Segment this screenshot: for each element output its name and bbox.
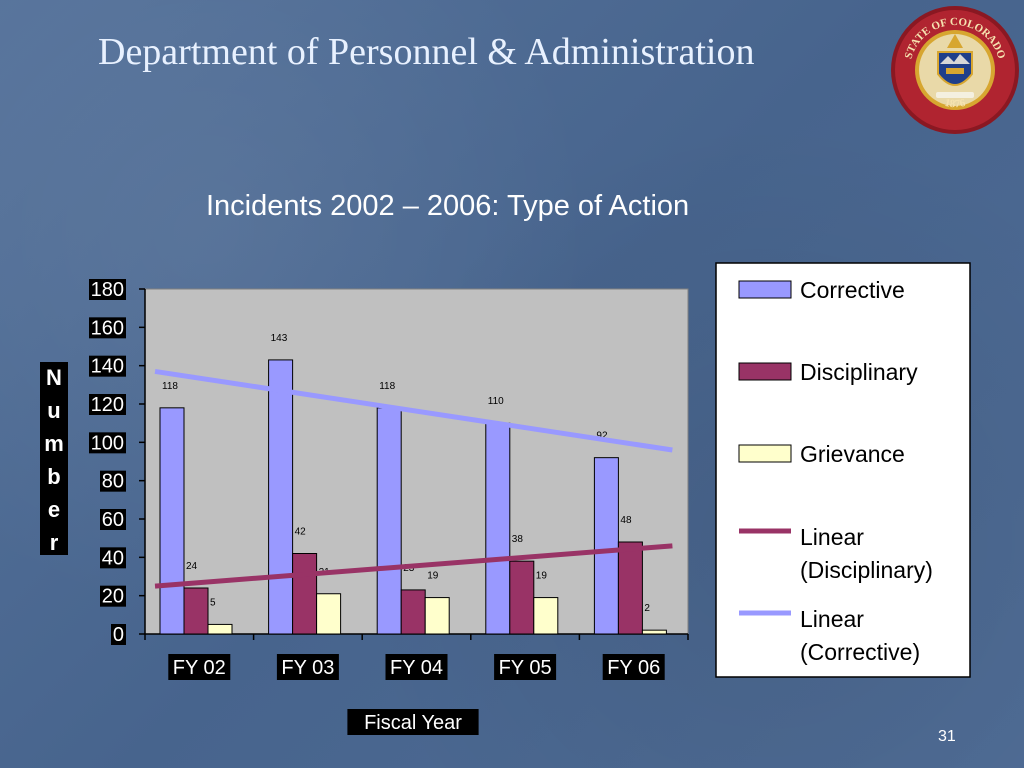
x-tick-label: FY 04 (390, 657, 443, 679)
legend-label: Grievance (800, 441, 905, 467)
x-tick-label: FY 03 (281, 657, 334, 679)
state-of-colorado-seal: STATE OF COLORADO 1876 (891, 6, 1019, 134)
seal-mountains (940, 54, 970, 64)
bar-grievance (641, 629, 667, 635)
x-tick-label: FY 02 (173, 657, 226, 679)
x-tick-label-bg (276, 654, 339, 680)
y-tick-label-bg (89, 432, 126, 454)
data-label: 92 (596, 431, 608, 442)
y-tick-label: 180 (91, 279, 124, 301)
y-tick-label-bg (100, 509, 126, 530)
x-tick-label-bg (385, 654, 448, 680)
legend-label: Linear (800, 606, 864, 632)
legend-swatch (738, 362, 792, 381)
seal-banner (936, 92, 974, 98)
legend-swatch (738, 280, 792, 299)
legend-label: Linear (800, 524, 864, 550)
data-label: 143 (271, 333, 288, 344)
y-tick-label-bg (100, 470, 126, 492)
y-tick-label-bg (100, 547, 126, 569)
y-tick-label: 60 (102, 509, 124, 531)
data-label: 2 (644, 603, 650, 614)
bar-corrective (159, 407, 185, 635)
data-label: 42 (295, 527, 307, 538)
bar-corrective (268, 359, 294, 635)
x-axis-title-bg (347, 709, 479, 735)
y-tick-label: 100 (91, 432, 124, 454)
y-tick-label-bg (89, 279, 126, 300)
bar-grievance (207, 623, 233, 635)
trendline-corrective (154, 368, 673, 453)
y-axis-title-letter: e (48, 497, 60, 522)
x-axis-title: Fiscal Year (364, 712, 462, 734)
bar-corrective (485, 422, 511, 635)
y-axis-title-letter: r (50, 530, 59, 555)
bar-grievance (316, 593, 342, 635)
slide-number: 31 (938, 728, 956, 745)
trendline-disciplinary (154, 543, 673, 589)
seal-pick-and-hammer (946, 68, 964, 74)
y-tick-label-bg (111, 624, 126, 645)
data-label: 19 (427, 571, 439, 582)
bar-grievance (533, 597, 559, 635)
x-tick-label-bg (602, 654, 665, 680)
y-tick-label: 140 (91, 356, 124, 378)
bar-disciplinary (183, 587, 209, 635)
legend-swatch (738, 444, 792, 463)
y-tick-label-bg (89, 317, 126, 339)
slide-title: Department of Personnel & Administration (98, 31, 755, 73)
y-axis-title-letter: b (47, 464, 60, 489)
y-axis-title-letter: m (44, 431, 64, 456)
bar-disciplinary (292, 553, 318, 635)
y-tick-label-bg (89, 355, 126, 377)
data-label: 118 (379, 381, 395, 392)
bar-grievance (424, 597, 450, 635)
data-label: 118 (162, 381, 178, 392)
y-tick-label-bg (100, 585, 126, 607)
y-tick-label: 120 (91, 394, 124, 416)
bar-disciplinary (617, 541, 643, 635)
y-tick-label: 80 (102, 471, 124, 493)
y-axis-title-bg (40, 362, 68, 555)
bar-disciplinary (400, 589, 426, 635)
data-label: 48 (620, 515, 632, 526)
y-tick-label: 160 (91, 317, 124, 339)
data-label: 19 (536, 571, 548, 582)
chart-title: Incidents 2002 – 2006: Type of Action (206, 190, 690, 222)
seal-eye-triangle (947, 34, 963, 48)
y-tick-label: 40 (102, 547, 124, 569)
legend-box (715, 262, 971, 678)
legend-label: (Corrective) (800, 639, 920, 665)
y-tick-label: 20 (102, 586, 124, 608)
data-label: 24 (186, 561, 198, 572)
x-tick-label-bg (494, 654, 557, 680)
x-tick-label: FY 06 (607, 657, 660, 679)
bar-corrective (376, 407, 402, 635)
legend-label: Disciplinary (800, 359, 918, 385)
data-label: 38 (512, 534, 524, 545)
bar-corrective (593, 457, 619, 635)
seal-bottom-text: 1876 (943, 97, 967, 111)
y-tick-label: 0 (113, 624, 124, 646)
y-axis-title-letter: N (46, 365, 62, 390)
bar-disciplinary (509, 560, 535, 635)
x-tick-label-bg (168, 654, 231, 680)
data-label: 5 (210, 597, 216, 608)
x-tick-label: FY 05 (499, 657, 552, 679)
legend-label: Corrective (800, 277, 905, 303)
y-tick-label-bg (89, 394, 126, 415)
data-label: 110 (488, 396, 504, 407)
y-axis-title-letter: u (47, 398, 60, 423)
legend-label: (Disciplinary) (800, 557, 933, 583)
